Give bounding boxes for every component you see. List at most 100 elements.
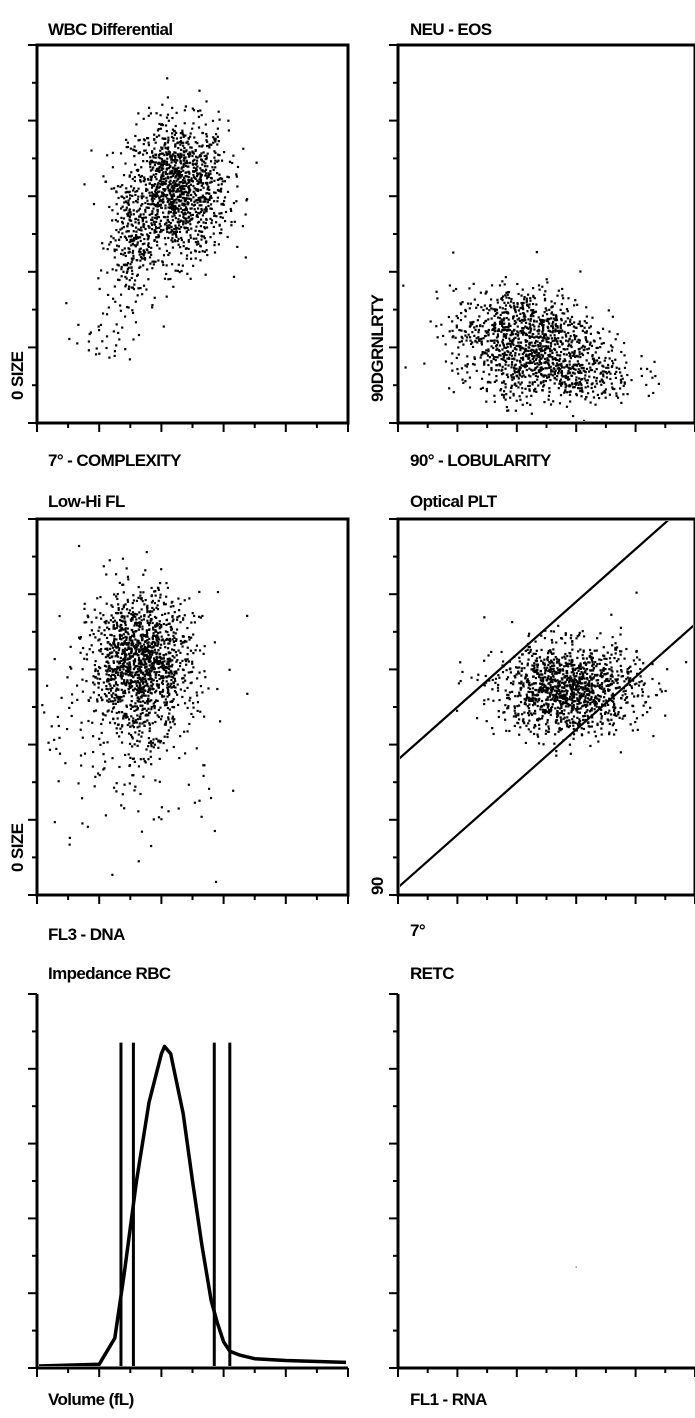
- data-point: [503, 283, 506, 286]
- data-point: [154, 195, 157, 198]
- data-point: [561, 382, 564, 386]
- data-point: [102, 614, 105, 617]
- data-point: [586, 348, 589, 351]
- data-point: [109, 619, 112, 622]
- data-point: [578, 339, 581, 342]
- data-point: [529, 349, 533, 352]
- data-point: [551, 358, 554, 361]
- data-point: [182, 617, 185, 620]
- data-point: [147, 641, 150, 644]
- data-point: [127, 688, 130, 691]
- data-point: [107, 621, 110, 624]
- data-point: [543, 311, 546, 314]
- data-point: [149, 156, 152, 159]
- data-point: [508, 698, 511, 701]
- data-point: [153, 648, 157, 651]
- data-point: [131, 745, 134, 748]
- data-point: [123, 251, 126, 255]
- data-point: [89, 331, 93, 334]
- data-point: [595, 382, 598, 385]
- data-point: [195, 747, 198, 750]
- data-point: [130, 619, 133, 622]
- data-point: [556, 358, 559, 362]
- data-point: [199, 225, 203, 228]
- data-point: [580, 378, 583, 381]
- data-point: [141, 220, 144, 223]
- data-point: [68, 836, 71, 839]
- data-point: [145, 288, 148, 291]
- data-point: [460, 329, 463, 332]
- panel1-xlabel: 7° - COMPLEXITY: [48, 451, 181, 470]
- data-point: [198, 178, 201, 181]
- data-point: [565, 307, 569, 311]
- data-point: [587, 701, 590, 704]
- data-point: [85, 658, 89, 661]
- data-point: [519, 341, 523, 344]
- data-point: [136, 739, 139, 742]
- data-point: [542, 379, 545, 383]
- data-point: [554, 338, 557, 341]
- data-point: [88, 332, 91, 336]
- data-point: [547, 373, 551, 376]
- data-point: [194, 241, 198, 244]
- data-point: [523, 296, 526, 299]
- data-point: [160, 206, 163, 209]
- data-point: [564, 333, 567, 336]
- data-point: [203, 226, 206, 229]
- data-point: [159, 593, 162, 596]
- data-point: [132, 680, 136, 684]
- data-point: [142, 225, 145, 228]
- data-point: [509, 334, 512, 337]
- data-point: [182, 215, 185, 219]
- data-point: [156, 714, 159, 717]
- data-point: [174, 211, 177, 214]
- data-point: [513, 369, 516, 372]
- data-point: [539, 342, 542, 345]
- data-point: [601, 370, 604, 373]
- data-point: [144, 569, 147, 572]
- data-point: [106, 648, 109, 651]
- data-point: [539, 362, 543, 365]
- data-point: [587, 725, 590, 728]
- data-point: [167, 236, 170, 240]
- data-point: [604, 356, 607, 360]
- data-point: [135, 708, 138, 712]
- data-point: [153, 223, 157, 226]
- data-point: [154, 700, 157, 704]
- data-point: [560, 350, 563, 354]
- data-point: [595, 379, 598, 382]
- data-point: [137, 691, 140, 694]
- data-point: [158, 655, 162, 659]
- data-point: [129, 681, 132, 685]
- data-point: [611, 359, 614, 363]
- data-point: [182, 618, 185, 621]
- data-point: [167, 167, 171, 170]
- data-point: [498, 316, 501, 320]
- data-point: [150, 844, 153, 848]
- data-point: [246, 614, 249, 617]
- data-point: [580, 395, 583, 398]
- data-point: [494, 308, 497, 311]
- data-point: [122, 225, 125, 229]
- data-point: [591, 316, 594, 319]
- data-point: [501, 365, 504, 368]
- data-point: [138, 667, 141, 670]
- data-point: [538, 359, 541, 362]
- data-point: [540, 372, 543, 376]
- data-point: [154, 711, 157, 714]
- data-point: [150, 246, 153, 249]
- data-point: [98, 649, 101, 652]
- data-point: [152, 263, 155, 266]
- data-point: [93, 710, 96, 713]
- data-point: [495, 348, 498, 351]
- data-point: [642, 683, 645, 686]
- data-point: [516, 282, 519, 286]
- data-point: [106, 271, 109, 274]
- data-point: [161, 690, 164, 693]
- data-point: [121, 583, 124, 586]
- data-point: [177, 174, 181, 177]
- data-point: [511, 331, 514, 334]
- data-point: [541, 314, 544, 317]
- panel5-xlabel: Volume (fL): [48, 1390, 134, 1409]
- data-point: [553, 334, 556, 337]
